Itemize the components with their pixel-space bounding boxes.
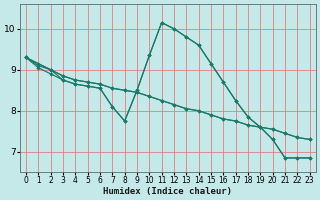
X-axis label: Humidex (Indice chaleur): Humidex (Indice chaleur): [103, 187, 232, 196]
